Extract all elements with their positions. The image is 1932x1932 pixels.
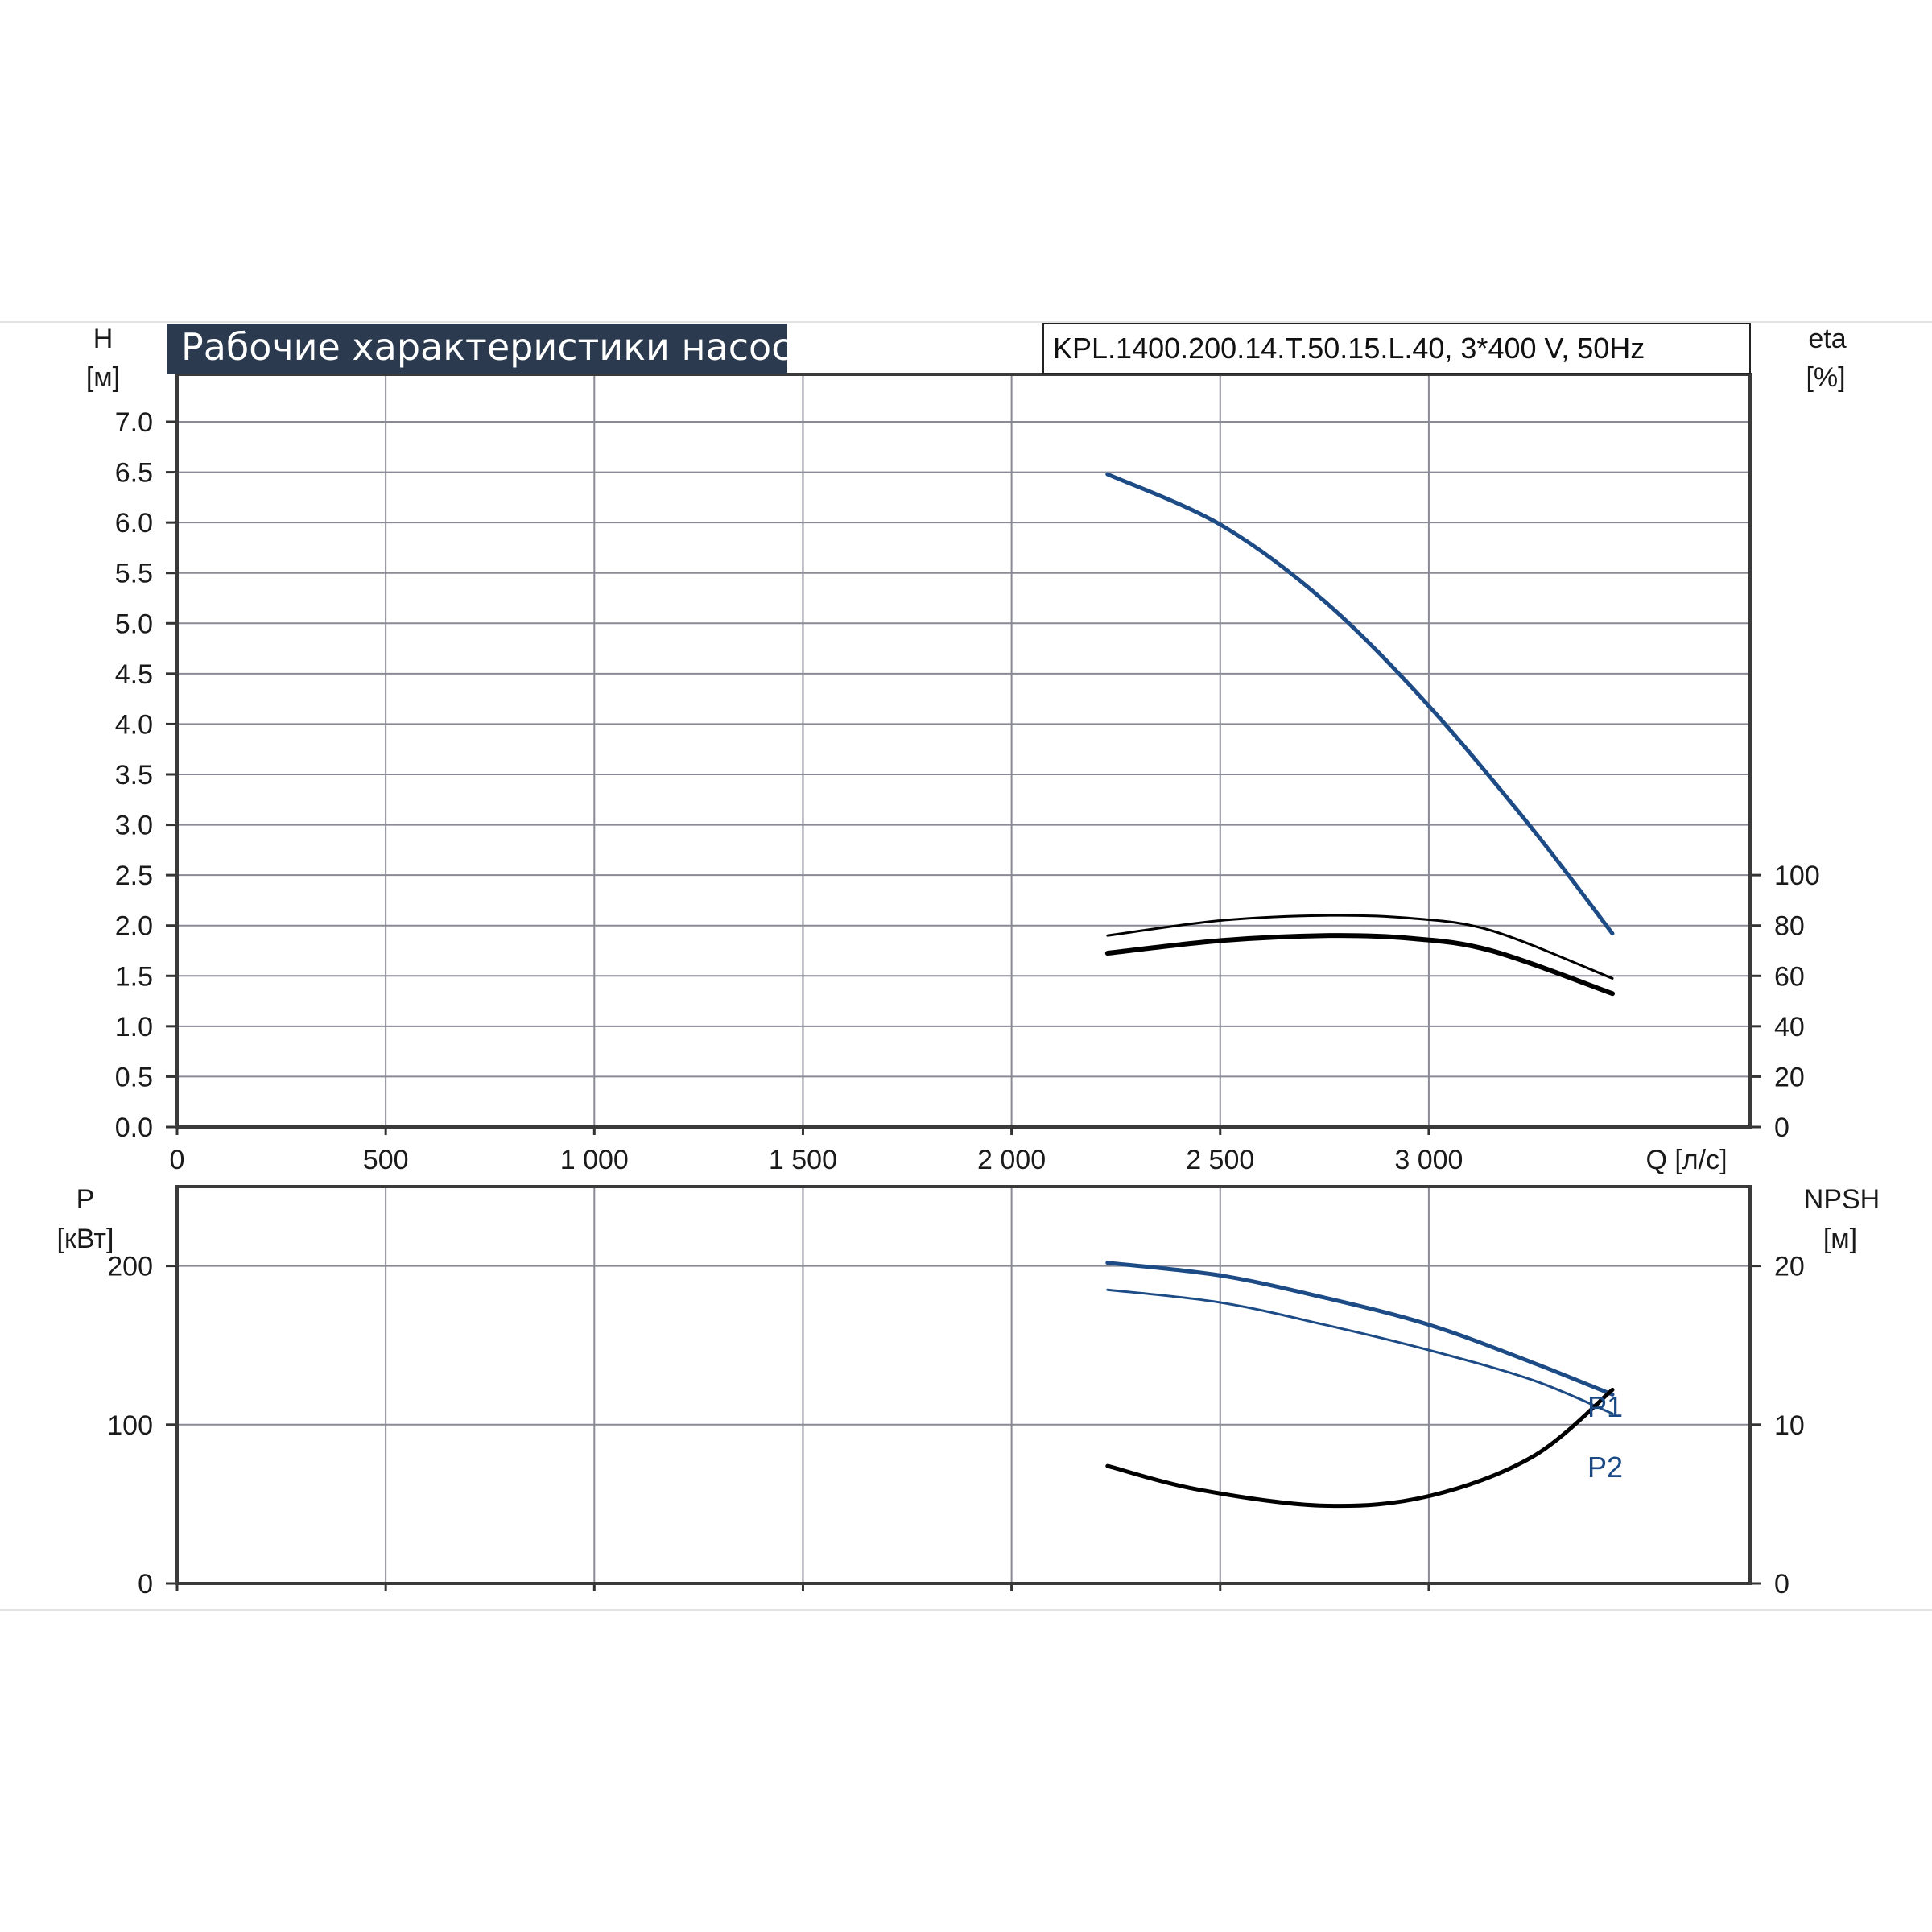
y-right-tick-label: 100 <box>1774 861 1820 891</box>
y-right-tick-label: 0 <box>1774 1113 1790 1143</box>
y-left-tick-label: 6.0 <box>115 508 153 539</box>
chart-title: Рабочие характеристики насоса <box>181 325 815 369</box>
y-left-tick-label: 2.0 <box>115 911 153 942</box>
y-right-tick-label: 40 <box>1774 1012 1805 1042</box>
y-left-tick-label: 100 <box>107 1410 153 1441</box>
model-box <box>1042 323 1751 374</box>
series-curve-2 <box>1104 933 1615 997</box>
y-left-tick-label: 200 <box>107 1252 153 1282</box>
y-left-tick-label: 1.0 <box>115 1012 153 1042</box>
h-axis-unit: [м] <box>86 362 120 393</box>
p1-label: P1 <box>1587 1390 1623 1423</box>
title-banner <box>167 324 787 374</box>
p2-curve <box>1106 1288 1614 1415</box>
x-tick-label: 500 <box>363 1145 409 1175</box>
series-curve-2 <box>1105 1387 1615 1509</box>
x-tick-label: 2 500 <box>1186 1145 1254 1175</box>
x-tick-label: 0 <box>170 1145 185 1175</box>
npsh-axis-label: NPSH <box>1804 1184 1880 1215</box>
y-right-tick-label: 10 <box>1774 1410 1805 1441</box>
y-right-tick-label: 20 <box>1774 1252 1805 1282</box>
top-grid <box>166 374 1761 1135</box>
y-left-tick-label: 2.5 <box>115 861 153 891</box>
eta-axis-unit: [%] <box>1806 362 1845 393</box>
eta-axis-label: eta <box>1808 324 1846 354</box>
npsh-axis-unit: [м] <box>1823 1224 1857 1254</box>
y-right-tick-label: 20 <box>1774 1062 1805 1092</box>
h-axis-label: H <box>93 324 114 354</box>
x-tick-label: 1 000 <box>560 1145 629 1175</box>
p2-label: P2 <box>1587 1451 1623 1484</box>
y-left-tick-label: 3.0 <box>115 811 153 841</box>
y-left-tick-label: 5.0 <box>115 609 153 639</box>
p1-curve <box>1105 1261 1615 1397</box>
p-axis-unit: [кВт] <box>57 1224 114 1254</box>
y-right-tick-label: 80 <box>1774 911 1805 942</box>
p-axis-label: P <box>76 1184 95 1215</box>
top-plot-frame <box>175 373 1752 1129</box>
y-left-tick-label: 1.5 <box>115 961 153 992</box>
y-left-tick-label: 4.5 <box>115 659 153 690</box>
x-tick-label: 3 000 <box>1394 1145 1463 1175</box>
q-axis-label: Q [л/с] <box>1645 1145 1727 1175</box>
bottom-plot-frame <box>175 1185 1752 1585</box>
bottom-curves <box>1105 1261 1615 1509</box>
y-right-tick-label: 60 <box>1774 961 1805 992</box>
y-left-tick-label: 3.5 <box>115 760 153 791</box>
bottom-tick-labels: 0 100 200 0 10 20 <box>107 1252 1805 1600</box>
y-right-tick-label: 0 <box>1774 1569 1790 1600</box>
y-left-tick-label: 0.0 <box>115 1113 153 1143</box>
model-label: KPL.1400.200.14.T.50.15.L.40, 3*400 V, 5… <box>1053 332 1645 365</box>
series-curve-0 <box>1105 472 1615 936</box>
top-curves <box>1104 472 1615 997</box>
x-tick-label: 2 000 <box>977 1145 1046 1175</box>
y-left-tick-label: 0.5 <box>115 1062 153 1092</box>
y-left-tick-label: 4.0 <box>115 709 153 740</box>
bottom-grid <box>166 1187 1761 1591</box>
y-left-tick-label: 6.5 <box>115 458 153 489</box>
top-tick-labels: 0 500 1 000 1 500 2 000 2 500 3 000 0.0 0.5 1.0 1.… <box>115 407 1820 1175</box>
y-left-tick-label: 0 <box>138 1569 153 1600</box>
y-left-tick-label: 7.0 <box>115 407 153 438</box>
y-left-tick-label: 5.5 <box>115 559 153 589</box>
series-curve-1 <box>1106 914 1614 980</box>
x-tick-label: 1 500 <box>769 1145 837 1175</box>
